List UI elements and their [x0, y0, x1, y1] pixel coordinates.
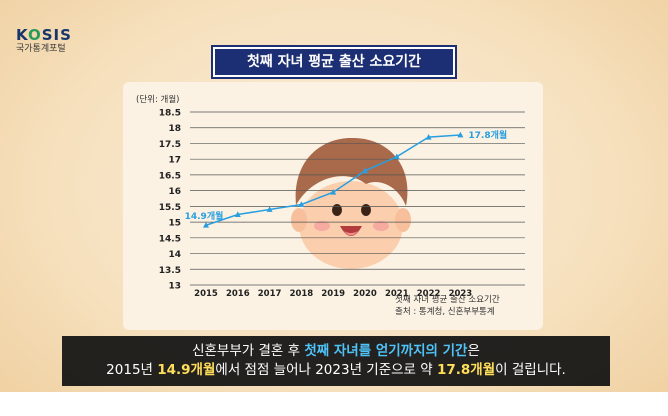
data-point-marker	[425, 133, 432, 140]
data-point-marker	[266, 206, 273, 212]
y-tick-label: 17	[168, 156, 181, 166]
y-tick-label: 13.5	[159, 266, 181, 276]
y-tick-label: 16	[168, 187, 181, 197]
source-credit: 출처 : 통계청, 신혼부부통계	[395, 307, 495, 317]
bottom-letterbox	[0, 392, 668, 416]
y-tick-label: 15.5	[159, 203, 181, 213]
chart-title: 첫째 자녀 평균 출산 소요기간	[213, 47, 455, 77]
data-point-marker	[393, 153, 400, 160]
data-point-marker	[234, 211, 241, 217]
unit-label: (단위: 개월)	[136, 94, 179, 105]
data-point-marker	[330, 189, 337, 195]
y-tick-label: 14	[168, 250, 181, 260]
kosis-logo: KOSIS 국가통계포털	[16, 27, 86, 55]
x-tick-label: 2019	[321, 289, 345, 299]
data-point-marker	[203, 222, 209, 228]
y-tick-label: 17.5	[159, 140, 181, 150]
logo-subtitle: 국가통계포털	[16, 44, 66, 54]
data-point-marker	[362, 167, 368, 174]
x-tick-label: 2017	[258, 289, 282, 299]
y-tick-label: 15	[168, 219, 181, 229]
x-tick-label: 2020	[353, 289, 377, 299]
subtitle-caption: 신혼부부가 결혼 후 첫째 자녀를 얻기까지의 기간은 2015년 14.9개월…	[62, 336, 610, 386]
x-tick-label: 2021	[385, 289, 409, 299]
source-note: 첫째 자녀 평균 출산 소요기간 출처 : 통계청, 신혼부부통계	[395, 294, 535, 318]
y-tick-label: 13	[168, 282, 181, 292]
x-tick-label: 2016	[226, 289, 250, 299]
logo-text: KOSIS	[16, 26, 72, 44]
x-tick-label: 2022	[417, 289, 441, 299]
data-label: 14.9개월	[185, 210, 224, 222]
x-tick-label: 2023	[449, 289, 473, 299]
x-tick-label: 2015	[194, 289, 218, 299]
data-point-marker	[298, 201, 305, 207]
x-tick-label: 2018	[290, 289, 314, 299]
y-tick-label: 18.5	[159, 109, 181, 119]
data-point-marker	[457, 131, 464, 138]
y-tick-label: 14.5	[159, 234, 181, 244]
source-title: 첫째 자녀 평균 출산 소요기간	[395, 295, 500, 305]
child-face-illustration	[291, 137, 411, 269]
y-tick-label: 18	[168, 124, 181, 134]
data-label: 17.8개월	[468, 129, 507, 141]
caption-line-2: 2015년 14.9개월에서 점점 늘어나 2023년 기준으로 약 17.8개…	[106, 362, 566, 378]
caption-line-1: 신혼부부가 결혼 후 첫째 자녀를 얻기까지의 기간은	[192, 343, 480, 359]
y-tick-label: 16.5	[159, 171, 181, 181]
